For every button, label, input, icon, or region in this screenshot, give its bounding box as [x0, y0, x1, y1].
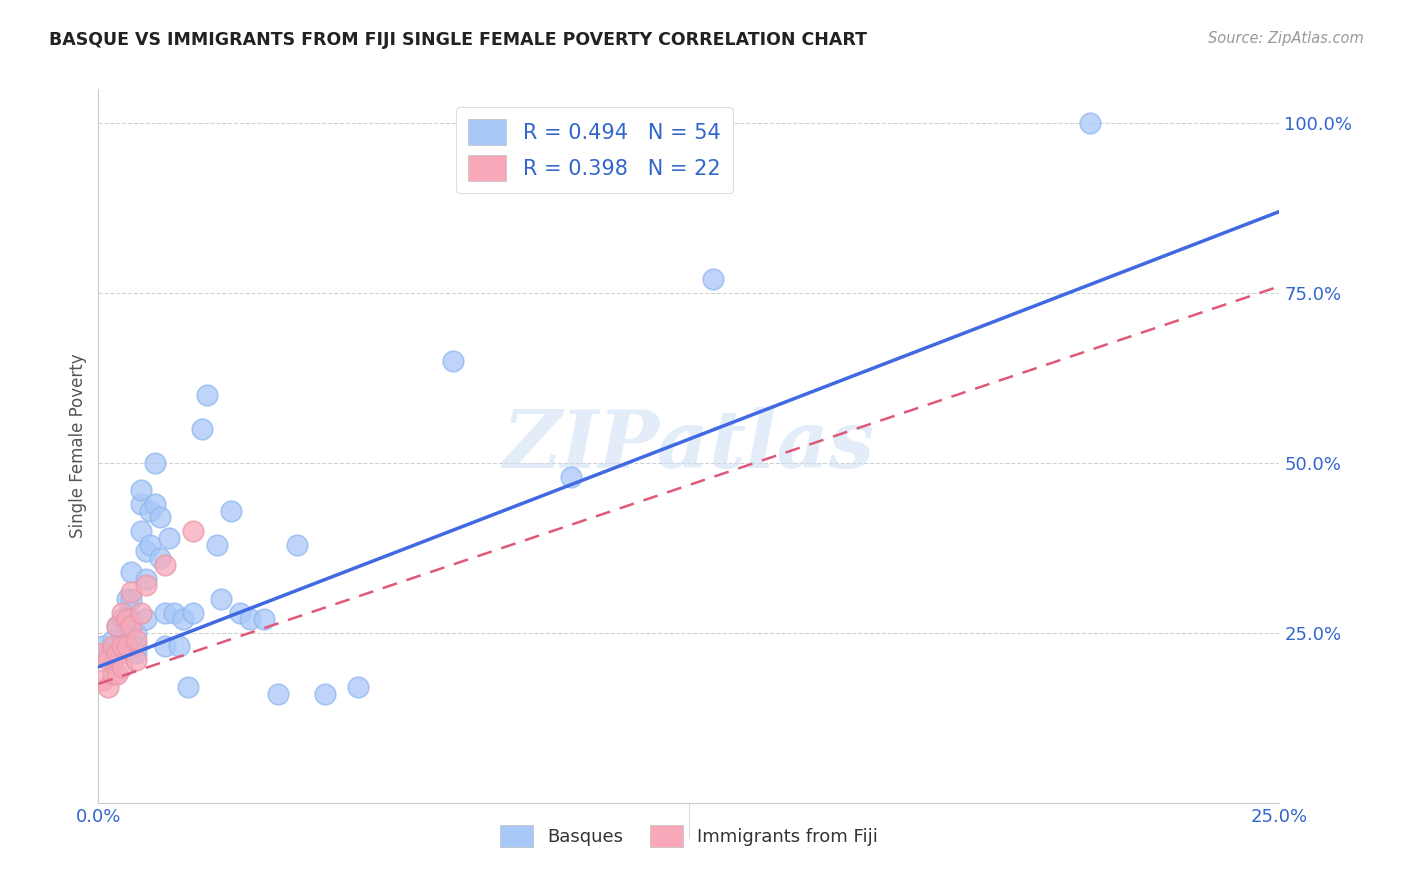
Point	[125, 632, 148, 647]
Point	[91, 646, 114, 660]
Point	[125, 653, 148, 667]
Point	[101, 666, 124, 681]
Y-axis label: Single Female Poverty: Single Female Poverty	[69, 354, 87, 538]
Point	[91, 673, 114, 688]
Point	[143, 456, 166, 470]
Point	[115, 612, 138, 626]
Point	[125, 640, 148, 654]
Point	[97, 653, 120, 667]
Point	[121, 619, 143, 633]
Point	[115, 640, 138, 654]
Point	[239, 612, 262, 626]
Point	[97, 646, 120, 660]
Point	[101, 640, 124, 654]
Point	[115, 591, 138, 606]
Point	[129, 524, 152, 538]
Point	[153, 606, 176, 620]
Point	[111, 660, 134, 674]
Point	[181, 524, 204, 538]
Point	[157, 531, 180, 545]
Point	[97, 680, 120, 694]
Point	[209, 591, 232, 606]
Point	[125, 626, 148, 640]
Point	[111, 612, 134, 626]
Point	[441, 354, 464, 368]
Point	[91, 640, 114, 654]
Point	[139, 503, 162, 517]
Point	[105, 619, 128, 633]
Point	[105, 640, 128, 654]
Point	[129, 497, 152, 511]
Point	[101, 653, 124, 667]
Point	[172, 612, 194, 626]
Point	[115, 612, 138, 626]
Point	[105, 646, 128, 660]
Point	[135, 544, 157, 558]
Point	[191, 422, 214, 436]
Point	[105, 666, 128, 681]
Point	[135, 572, 157, 586]
Point	[229, 606, 252, 620]
Point	[121, 585, 143, 599]
Point	[702, 272, 724, 286]
Point	[101, 632, 124, 647]
Point	[149, 510, 172, 524]
Legend: Basques, Immigrants from Fiji: Basques, Immigrants from Fiji	[492, 818, 886, 855]
Point	[111, 632, 134, 647]
Point	[129, 606, 152, 620]
Point	[111, 640, 134, 654]
Point	[153, 640, 176, 654]
Point	[181, 606, 204, 620]
Point	[139, 537, 162, 551]
Point	[125, 646, 148, 660]
Point	[153, 558, 176, 572]
Point	[253, 612, 276, 626]
Point	[177, 680, 200, 694]
Point	[167, 640, 190, 654]
Text: BASQUE VS IMMIGRANTS FROM FIJI SINGLE FEMALE POVERTY CORRELATION CHART: BASQUE VS IMMIGRANTS FROM FIJI SINGLE FE…	[49, 31, 868, 49]
Point	[129, 483, 152, 498]
Point	[121, 591, 143, 606]
Point	[314, 687, 336, 701]
Point	[347, 680, 370, 694]
Point	[195, 388, 218, 402]
Point	[163, 606, 186, 620]
Point	[111, 606, 134, 620]
Text: ZIPatlas: ZIPatlas	[503, 408, 875, 484]
Point	[267, 687, 290, 701]
Point	[105, 619, 128, 633]
Point	[205, 537, 228, 551]
Point	[111, 646, 134, 660]
Point	[560, 469, 582, 483]
Point	[135, 612, 157, 626]
Point	[121, 612, 143, 626]
Point	[1080, 116, 1102, 130]
Point	[285, 537, 308, 551]
Point	[135, 578, 157, 592]
Point	[143, 497, 166, 511]
Point	[219, 503, 242, 517]
Point	[149, 551, 172, 566]
Point	[121, 565, 143, 579]
Point	[115, 632, 138, 647]
Text: Source: ZipAtlas.com: Source: ZipAtlas.com	[1208, 31, 1364, 46]
